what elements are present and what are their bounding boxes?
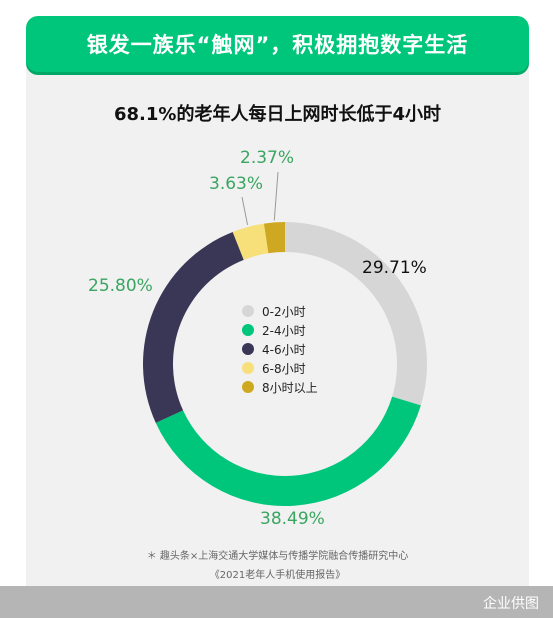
legend-label-1: 0-2小时 bbox=[262, 305, 306, 319]
header-banner: 银发一族乐“触网”，积极拥抱数字生活 bbox=[26, 16, 529, 72]
value-label-5: 2.37% bbox=[240, 148, 294, 168]
legend-label-5: 8小时以上 bbox=[262, 381, 318, 395]
source-footnote: ＊ 趣头条×上海交通大学媒体与传播学院融合传播研究中心 bbox=[146, 551, 409, 562]
legend-marker-2 bbox=[242, 324, 254, 336]
legend-label-4: 6-8小时 bbox=[262, 362, 306, 376]
report-footnote: 《2021老年人手机使用报告》 bbox=[209, 570, 346, 581]
legend-label-3: 4-6小时 bbox=[262, 343, 306, 357]
bottom-bar: 企业供图 bbox=[0, 586, 553, 618]
value-label-3: 25.80% bbox=[88, 276, 153, 296]
legend-label-2: 2-4小时 bbox=[262, 324, 306, 338]
legend-marker-3 bbox=[242, 343, 254, 355]
donut-segment-3 bbox=[143, 231, 244, 423]
header-title: 银发一族乐“触网”，积极拥抱数字生活 bbox=[86, 33, 469, 57]
leader-line-5 bbox=[273, 171, 279, 221]
legend-marker-1 bbox=[242, 305, 254, 317]
leader-line-4 bbox=[241, 196, 249, 226]
donut-segment-5 bbox=[263, 222, 285, 254]
watermark: 企业供图 bbox=[483, 596, 539, 612]
donut-segment-2 bbox=[155, 396, 421, 507]
legend-marker-4 bbox=[242, 362, 254, 374]
donut-segment-4 bbox=[232, 223, 269, 260]
value-label-2: 38.49% bbox=[260, 509, 325, 529]
value-label-4: 3.63% bbox=[209, 174, 263, 194]
chart-title: 68.1%的老年人每日上网时长低于4小时 bbox=[114, 104, 441, 125]
donut-segment-1 bbox=[285, 222, 428, 406]
value-label-1: 29.71% bbox=[362, 258, 427, 278]
legend-marker-5 bbox=[242, 381, 254, 393]
